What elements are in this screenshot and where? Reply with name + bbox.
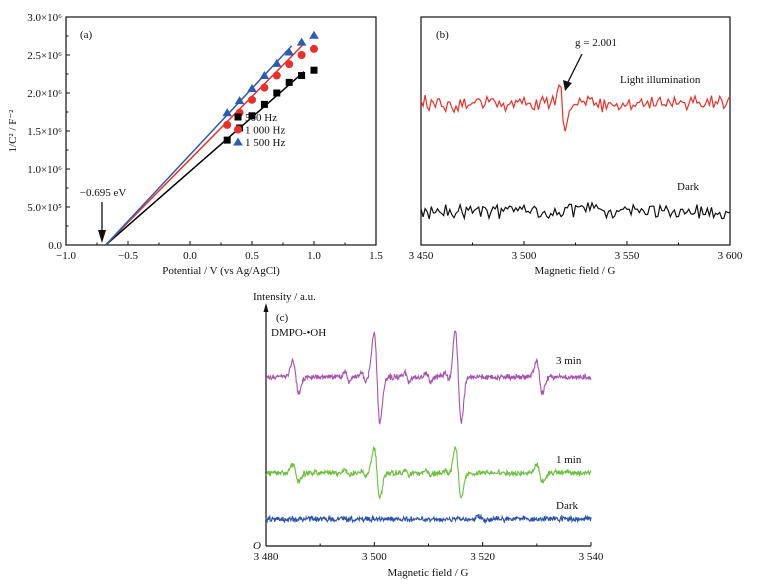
legend-marker [234,113,242,121]
data-point [284,47,294,56]
x-tick-label: 3 600 [718,250,743,262]
panel-a-xlabel: Potential / V (vs Ag/AgCl) [162,265,280,277]
legend-marker [233,137,243,146]
data-point [223,120,232,129]
panel-c-label: (c) [276,312,289,324]
x-tick-label: 3 450 [409,250,434,262]
x-tick-label: 3 520 [470,551,495,563]
y-axis-arrow-icon [263,303,269,312]
trace-1-min [265,445,592,501]
y-tick-label: 2.5×10⁶ [27,50,62,62]
x-tick-label: 3 500 [512,250,537,262]
data-point [223,136,231,144]
x-tick-label: −0.5 [118,250,138,262]
x-tick-label: 3 550 [615,250,640,262]
x-tick-label: 0.0 [183,250,197,262]
panel-a-label: (a) [80,29,93,41]
data-point [248,95,256,104]
y-tick-label: 3.0×10⁶ [27,12,62,24]
panel-c: Intensity / a.u. (c) DMPO-•OH O 3 480 3 5… [253,291,604,579]
x-tick-label: 3 480 [254,551,279,563]
series-label-1min: 1 min [556,454,582,466]
trace-dark [265,513,592,525]
data-point [273,89,281,97]
data-point [222,108,232,117]
trace-dark [420,201,731,221]
y-tick-label: 1.0×10⁶ [27,164,62,176]
x-tick-label: −1.0 [56,250,76,262]
y-tick-label: 0.0 [48,240,62,252]
data-point [247,83,257,92]
panel-a-legend: 500 Hz1 000 Hz1 500 Hz [233,112,285,149]
species-label: DMPO-•OH [271,327,326,339]
panel-a-frame [65,16,377,246]
panel-b: (b) 3 450 3 500 3 550 3 600 Magnetic field … [409,16,743,277]
g-value-arrow [563,53,583,91]
data-point [234,96,245,105]
data-point [260,100,268,108]
legend-label: 500 Hz [245,112,277,124]
fit-line-1 [105,43,305,246]
panel-c-ylabel: Intensity / a.u. [253,291,316,303]
data-point [259,71,270,80]
y-tick-label: 5.0×10⁵ [27,202,62,214]
panel-a-ylabel: 1/C² / F⁻² [7,109,19,153]
panel-b-annotation: g = 2.001 [575,37,617,49]
y-tick-label: 1.5×10⁶ [27,126,62,138]
trace-3-min [265,330,592,425]
data-point [296,37,307,46]
data-point [310,66,318,74]
series-label-dark: Dark [677,181,699,193]
series-label-dark-c: Dark [556,500,578,512]
origin-label: O [253,540,261,552]
series-label-3min: 3 min [556,355,582,367]
x-tick-label: 3 540 [579,551,604,563]
data-point [272,58,282,67]
legend-label: 1 000 Hz [245,125,285,137]
legend-marker [234,125,242,134]
legend-label: 1 500 Hz [245,137,285,149]
panel-a: (a) −1.0 −0.5 0.0 0.5 1.0 1.5 0.0 5.0×10⁵ 1.0×1… [7,12,383,277]
panel-b-xlabel: Magnetic field / G [535,265,616,277]
data-point [272,71,281,80]
data-point [285,78,293,86]
annotation-arrow [98,202,106,243]
y-tick-label: 2.0×10⁶ [27,88,62,100]
x-tick-label: 0.5 [245,250,259,262]
panel-c-xlabel: Magnetic field / G [388,567,469,579]
data-point [298,72,306,80]
data-point [310,44,318,53]
data-point [309,30,319,39]
data-point [285,60,294,69]
x-tick-label: 1.5 [369,250,383,262]
x-tick-label: 1.0 [307,250,321,262]
series-label-light: Light illumination [620,74,701,86]
x-tick-label: 3 500 [362,551,387,563]
data-point [297,51,306,59]
panel-a-annotation: −0.695 eV [80,187,127,199]
fit-line-0 [105,71,305,246]
panel-b-label: (b) [436,29,449,41]
data-point [260,83,269,92]
fit-line-2 [105,45,293,246]
data-point [248,112,256,120]
trace-light [420,83,731,132]
